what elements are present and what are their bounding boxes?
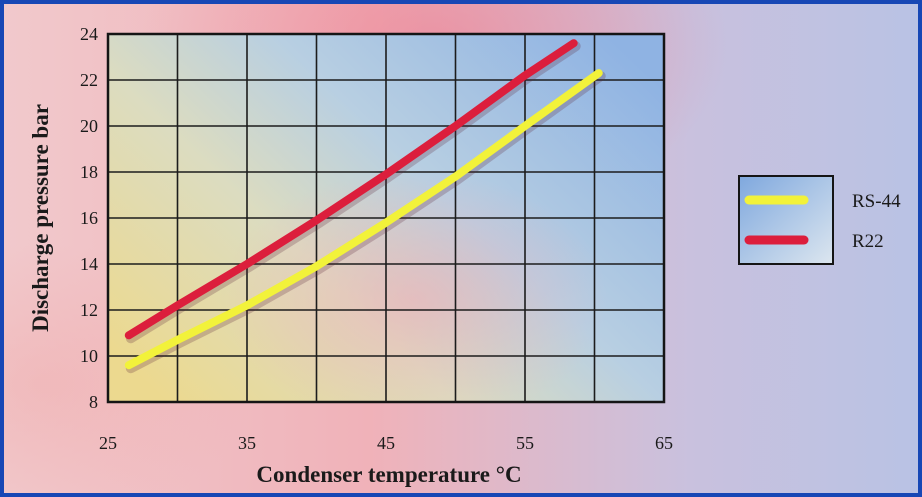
y-tick-label-18: 18 [80,162,98,182]
y-tick-label-22: 22 [80,70,98,90]
legend-label-r22: R22 [852,231,884,252]
series-line-rs-44 [124,69,603,370]
y-tick-label-8: 8 [89,392,98,412]
x-tick-label-25: 25 [99,433,117,453]
series-layer [124,39,606,374]
x-tick-label-55: 55 [516,433,534,453]
x-tick-labels: 25 35 45 55 65 [99,433,673,453]
y-axis-title: Discharge pressure bar [28,104,53,332]
gridlines [107,33,665,403]
chart-svg: 25 35 45 55 65 8 10 12 14 16 18 20 22 24 Condenser t… [28,24,901,487]
x-tick-label-45: 45 [377,433,395,453]
x-axis-title: Condenser temperature °C [256,462,521,487]
legend: RS-44 R22 [738,175,901,265]
y-tick-label-16: 16 [80,208,98,228]
y-tick-label-10: 10 [80,346,98,366]
x-tick-label-35: 35 [238,433,256,453]
x-tick-label-65: 65 [655,433,673,453]
series-line-r22 [124,39,578,340]
y-tick-label-20: 20 [80,116,98,136]
y-tick-label-12: 12 [80,300,98,320]
y-tick-labels: 8 10 12 14 16 18 20 22 24 [80,24,98,412]
legend-swatch-box [738,175,834,265]
y-tick-label-24: 24 [80,24,98,44]
legend-label-rs-44: RS-44 [852,191,901,212]
y-tick-label-14: 14 [80,254,98,274]
plot-border [106,32,666,404]
